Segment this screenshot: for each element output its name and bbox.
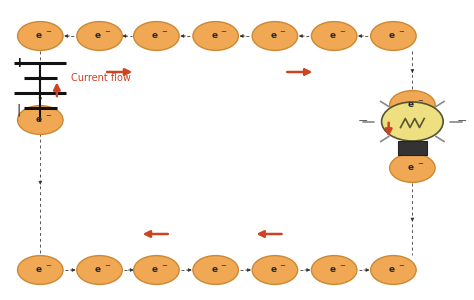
Text: −: − [339,263,345,269]
Circle shape [252,256,298,284]
Text: −: − [220,29,226,35]
Text: e: e [389,265,395,274]
Circle shape [193,22,238,50]
Text: −: − [417,98,423,104]
Text: +: + [13,56,25,70]
Circle shape [390,154,435,182]
Text: −: − [398,29,404,35]
Text: |: | [17,103,21,116]
Text: −: − [417,161,423,167]
Text: −: − [457,115,467,128]
Text: e: e [95,31,101,40]
Text: Current flow: Current flow [71,73,131,83]
Circle shape [134,256,179,284]
Text: e: e [152,31,158,40]
Circle shape [311,256,357,284]
Text: −: − [161,263,167,269]
Text: −: − [104,29,110,35]
Circle shape [18,256,63,284]
Text: −: − [45,29,51,35]
Text: e: e [271,31,276,40]
Text: −: − [45,263,51,269]
Circle shape [252,22,298,50]
Text: −: − [357,115,368,128]
Bar [398,141,427,154]
Text: −: − [161,29,167,35]
Text: e: e [211,31,217,40]
Text: e: e [211,265,217,274]
Text: e: e [271,265,276,274]
Circle shape [18,22,63,50]
Text: −: − [398,263,404,269]
Text: e: e [152,265,158,274]
Text: −: − [45,113,51,119]
Circle shape [77,256,122,284]
Text: e: e [330,265,336,274]
Text: −: − [339,29,345,35]
Text: −: − [104,263,110,269]
Text: e: e [408,163,414,172]
Text: e: e [95,265,101,274]
Text: e: e [36,31,42,40]
Circle shape [371,256,416,284]
Circle shape [390,91,435,119]
Circle shape [371,22,416,50]
Circle shape [77,22,122,50]
Text: e: e [408,100,414,109]
Text: −: − [280,29,285,35]
Circle shape [382,102,443,141]
Text: e: e [389,31,395,40]
Circle shape [18,106,63,134]
Text: −: − [280,263,285,269]
Circle shape [134,22,179,50]
Text: e: e [36,115,42,124]
Text: e: e [36,265,42,274]
Circle shape [311,22,357,50]
Circle shape [193,256,238,284]
Text: −: − [220,263,226,269]
Text: e: e [330,31,336,40]
